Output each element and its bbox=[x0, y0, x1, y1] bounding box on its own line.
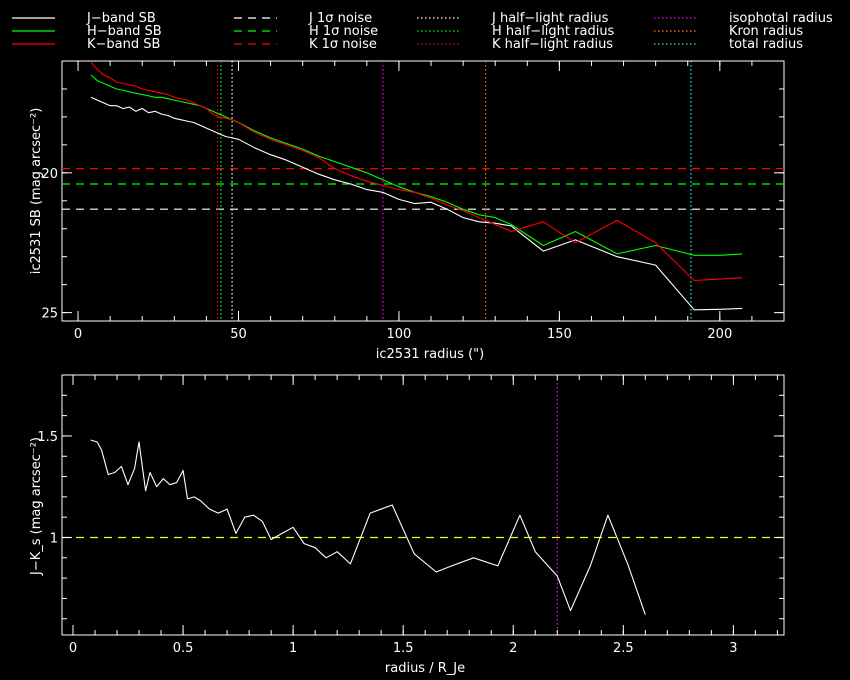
legend-label-4: H 1σ noise bbox=[309, 24, 378, 39]
legend-label-3: J 1σ noise bbox=[308, 11, 372, 26]
top-xtick-label-3: 150 bbox=[547, 327, 572, 342]
bottom-ytick-label-1: 1.5 bbox=[37, 430, 58, 445]
legend-label-0: J−band SB bbox=[86, 11, 156, 26]
legend-label-7: H half−light radius bbox=[492, 24, 615, 39]
bottom-xtick-label-5: 2.5 bbox=[613, 641, 634, 656]
bottom-y-axis-label: J−K_s (mag arcsec⁻²) bbox=[29, 437, 44, 576]
legend-label-5: K 1σ noise bbox=[309, 37, 377, 52]
bottom-xtick-label-1: 0.5 bbox=[173, 641, 194, 656]
top-xtick-label-1: 50 bbox=[230, 327, 247, 342]
bottom-x-axis-label: radius / R_Je bbox=[385, 661, 465, 676]
surface-brightness-panel: 0 50 100 150 200 20 25 ic2531 radius (") ic253… bbox=[29, 60, 785, 362]
top-ticks: 0 50 100 150 200 20 25 bbox=[41, 60, 785, 342]
top-y-axis-label: ic2531 SB (mag arcsec⁻²) bbox=[29, 108, 44, 275]
legend-label-10: Kron radius bbox=[729, 24, 803, 39]
top-xtick-label-2: 100 bbox=[387, 327, 412, 342]
bottom-xtick-label-2: 1 bbox=[289, 641, 297, 656]
legend-label-2: K−band SB bbox=[87, 37, 160, 52]
legend-label-8: K half−light radius bbox=[492, 37, 613, 52]
top-ytick-label-0: 20 bbox=[41, 167, 58, 182]
bottom-series-0 bbox=[90, 439, 646, 615]
top-x-axis-label: ic2531 radius (") bbox=[376, 347, 484, 362]
bottom-series-lines bbox=[90, 439, 646, 615]
legend-label-11: total radius bbox=[729, 37, 803, 52]
top-ytick-label-1: 25 bbox=[41, 307, 58, 322]
top-series-1 bbox=[90, 74, 743, 256]
top-series-lines bbox=[90, 62, 743, 311]
top-xtick-label-0: 0 bbox=[74, 327, 82, 342]
top-series-2 bbox=[90, 62, 743, 282]
legend-label-6: J half−light radius bbox=[491, 11, 609, 26]
top-series-0 bbox=[90, 96, 743, 311]
legend-label-1: H−band SB bbox=[87, 24, 162, 39]
legend-label-9: isophotal radius bbox=[729, 11, 833, 26]
bottom-reference-lines bbox=[62, 375, 784, 635]
bottom-xtick-label-6: 3 bbox=[729, 641, 737, 656]
bottom-ytick-label-0: 1 bbox=[50, 532, 58, 547]
bottom-xtick-label-3: 1.5 bbox=[393, 641, 414, 656]
bottom-xtick-label-0: 0 bbox=[69, 641, 77, 656]
bottom-ticks: 0 0.5 1 1.5 2 2.5 3 1 1.5 bbox=[37, 375, 784, 656]
top-xtick-label-4: 200 bbox=[707, 327, 732, 342]
top-plot-frame bbox=[61, 60, 785, 322]
color-panel: 0 0.5 1 1.5 2 2.5 3 1 1.5 radius / R_Je J−K_s (m… bbox=[29, 374, 785, 676]
bottom-xtick-label-4: 2 bbox=[509, 641, 517, 656]
bottom-plot-frame bbox=[61, 374, 785, 636]
